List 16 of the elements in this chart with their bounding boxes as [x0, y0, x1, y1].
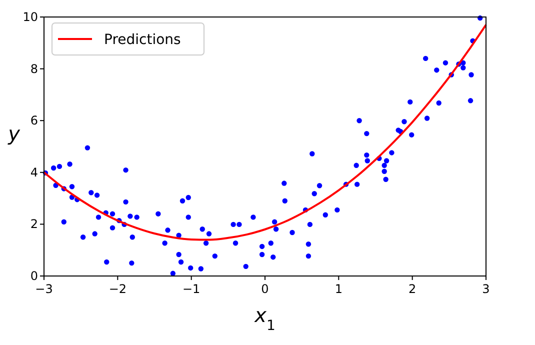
legend-label: Predictions [104, 32, 181, 48]
x-tick-label: −1 [182, 282, 200, 296]
y-tick-label: 4 [30, 165, 38, 180]
y-tick-label: 8 [30, 62, 38, 76]
y-axis-title: y [7, 122, 22, 146]
x-tick-label: 0 [261, 282, 269, 296]
y-tick-label: 6 [30, 114, 38, 128]
x-tick-label: 1 [334, 282, 342, 296]
x-tick-label: −3 [35, 282, 53, 296]
x-tick-label: 3 [482, 282, 490, 296]
y-tick-label: 2 [30, 217, 38, 232]
y-tick-label: 10 [22, 10, 38, 24]
x-tick-label: −2 [108, 282, 127, 296]
x-tick-label: 2 [408, 282, 416, 296]
y-tick-label: 0 [30, 269, 38, 283]
x-axis-title: x$_{1}$ [254, 303, 276, 334]
